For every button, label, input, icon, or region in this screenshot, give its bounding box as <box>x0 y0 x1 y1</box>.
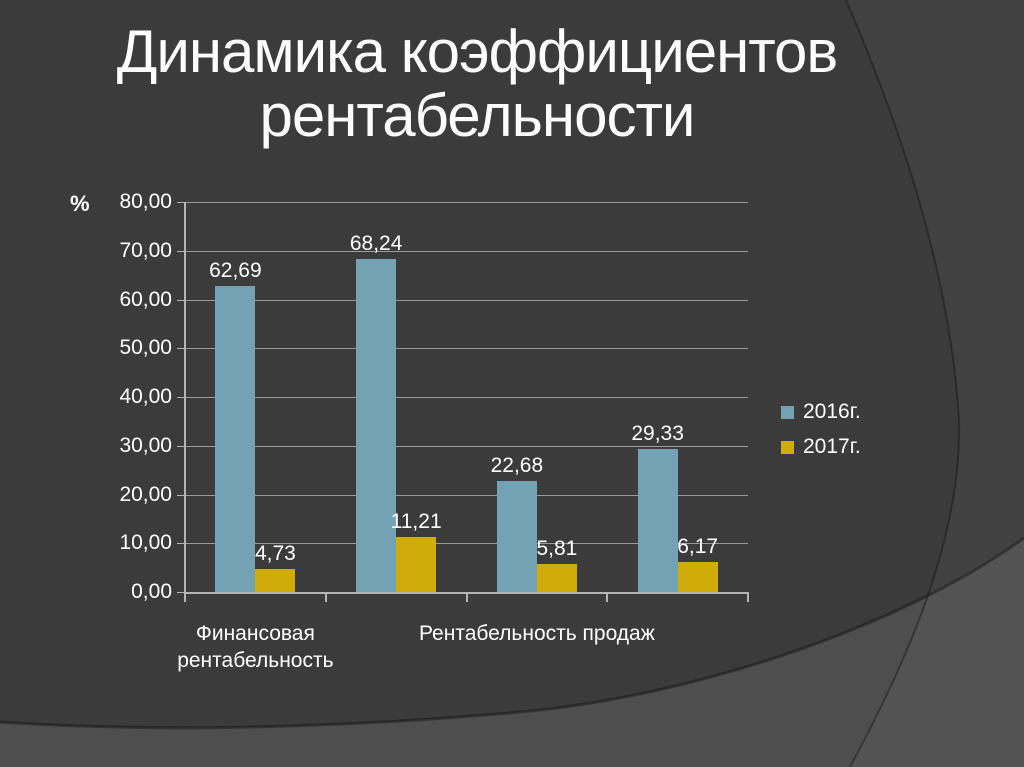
bar-value-label: 6,17 <box>677 534 719 558</box>
bar-value-label: 62,69 <box>209 259 262 283</box>
y-tick-label: 10,00 <box>119 531 172 555</box>
legend-label: 2017г. <box>803 435 861 458</box>
y-axis-tick <box>177 445 185 447</box>
legend-item: 2017г. <box>781 436 861 458</box>
y-axis-unit-label: % <box>70 191 90 216</box>
bar <box>356 259 397 592</box>
arc-edge <box>845 0 961 767</box>
gridline <box>185 543 748 545</box>
y-tick-label: 50,00 <box>119 336 172 360</box>
gridline <box>185 299 748 301</box>
x-axis-tick <box>747 594 749 602</box>
bar-value-label: 11,21 <box>390 510 442 534</box>
x-axis-tick <box>465 594 468 602</box>
y-axis-tick <box>177 202 185 203</box>
y-tick-label: 40,00 <box>119 385 172 408</box>
slide-title: Динамика коэффициентов рентабельности <box>116 18 839 149</box>
legend-swatch <box>781 405 794 419</box>
bar <box>677 561 718 592</box>
gridline <box>185 250 748 252</box>
y-tick-label: 70,00 <box>119 238 172 262</box>
chart-legend: 2016г. 2017г. <box>781 401 861 471</box>
bar <box>496 481 537 592</box>
bar-value-label: 68,24 <box>349 232 403 256</box>
bar <box>637 449 678 592</box>
y-tick-label: 0,00 <box>131 580 172 603</box>
bar <box>255 568 296 592</box>
y-tick-label: 80,00 <box>119 190 172 213</box>
y-axis-tick <box>177 250 185 252</box>
gridline <box>185 348 748 350</box>
y-tick-label: 30,00 <box>119 433 172 457</box>
bar <box>396 537 437 592</box>
y-axis-tick <box>177 348 185 350</box>
y-tick-label: 20,00 <box>119 482 172 506</box>
bottom-sweep-shape <box>0 538 1024 767</box>
bar <box>215 286 256 592</box>
bar-value-label: 29,33 <box>631 422 684 446</box>
gridline <box>185 445 748 447</box>
bar-value-label: 4,73 <box>254 541 296 565</box>
y-axis <box>184 202 186 592</box>
gridline <box>185 397 748 398</box>
bar <box>536 563 577 592</box>
x-axis <box>184 592 749 594</box>
bar-value-label: 22,68 <box>490 454 544 478</box>
gridline <box>185 494 748 496</box>
y-axis-tick <box>177 299 185 301</box>
category-label: Финансовая рентабельность <box>177 622 334 672</box>
bottom-sweep-edge <box>0 536 1024 730</box>
legend-item: 2016г. <box>781 401 861 423</box>
y-tick-label: 60,00 <box>119 287 172 311</box>
category-label: Рентабельность продаж <box>418 622 655 645</box>
y-axis-tick <box>177 543 185 545</box>
x-axis-tick <box>184 594 186 602</box>
x-axis-tick <box>606 594 609 602</box>
bar-value-label: 5,81 <box>536 536 578 560</box>
y-axis-tick <box>177 397 185 398</box>
gridline <box>185 202 748 203</box>
y-axis-tick <box>177 592 185 593</box>
legend-label: 2016г. <box>803 400 861 423</box>
x-axis-tick <box>324 594 327 602</box>
legend-swatch <box>781 440 794 454</box>
y-axis-tick <box>177 494 185 496</box>
